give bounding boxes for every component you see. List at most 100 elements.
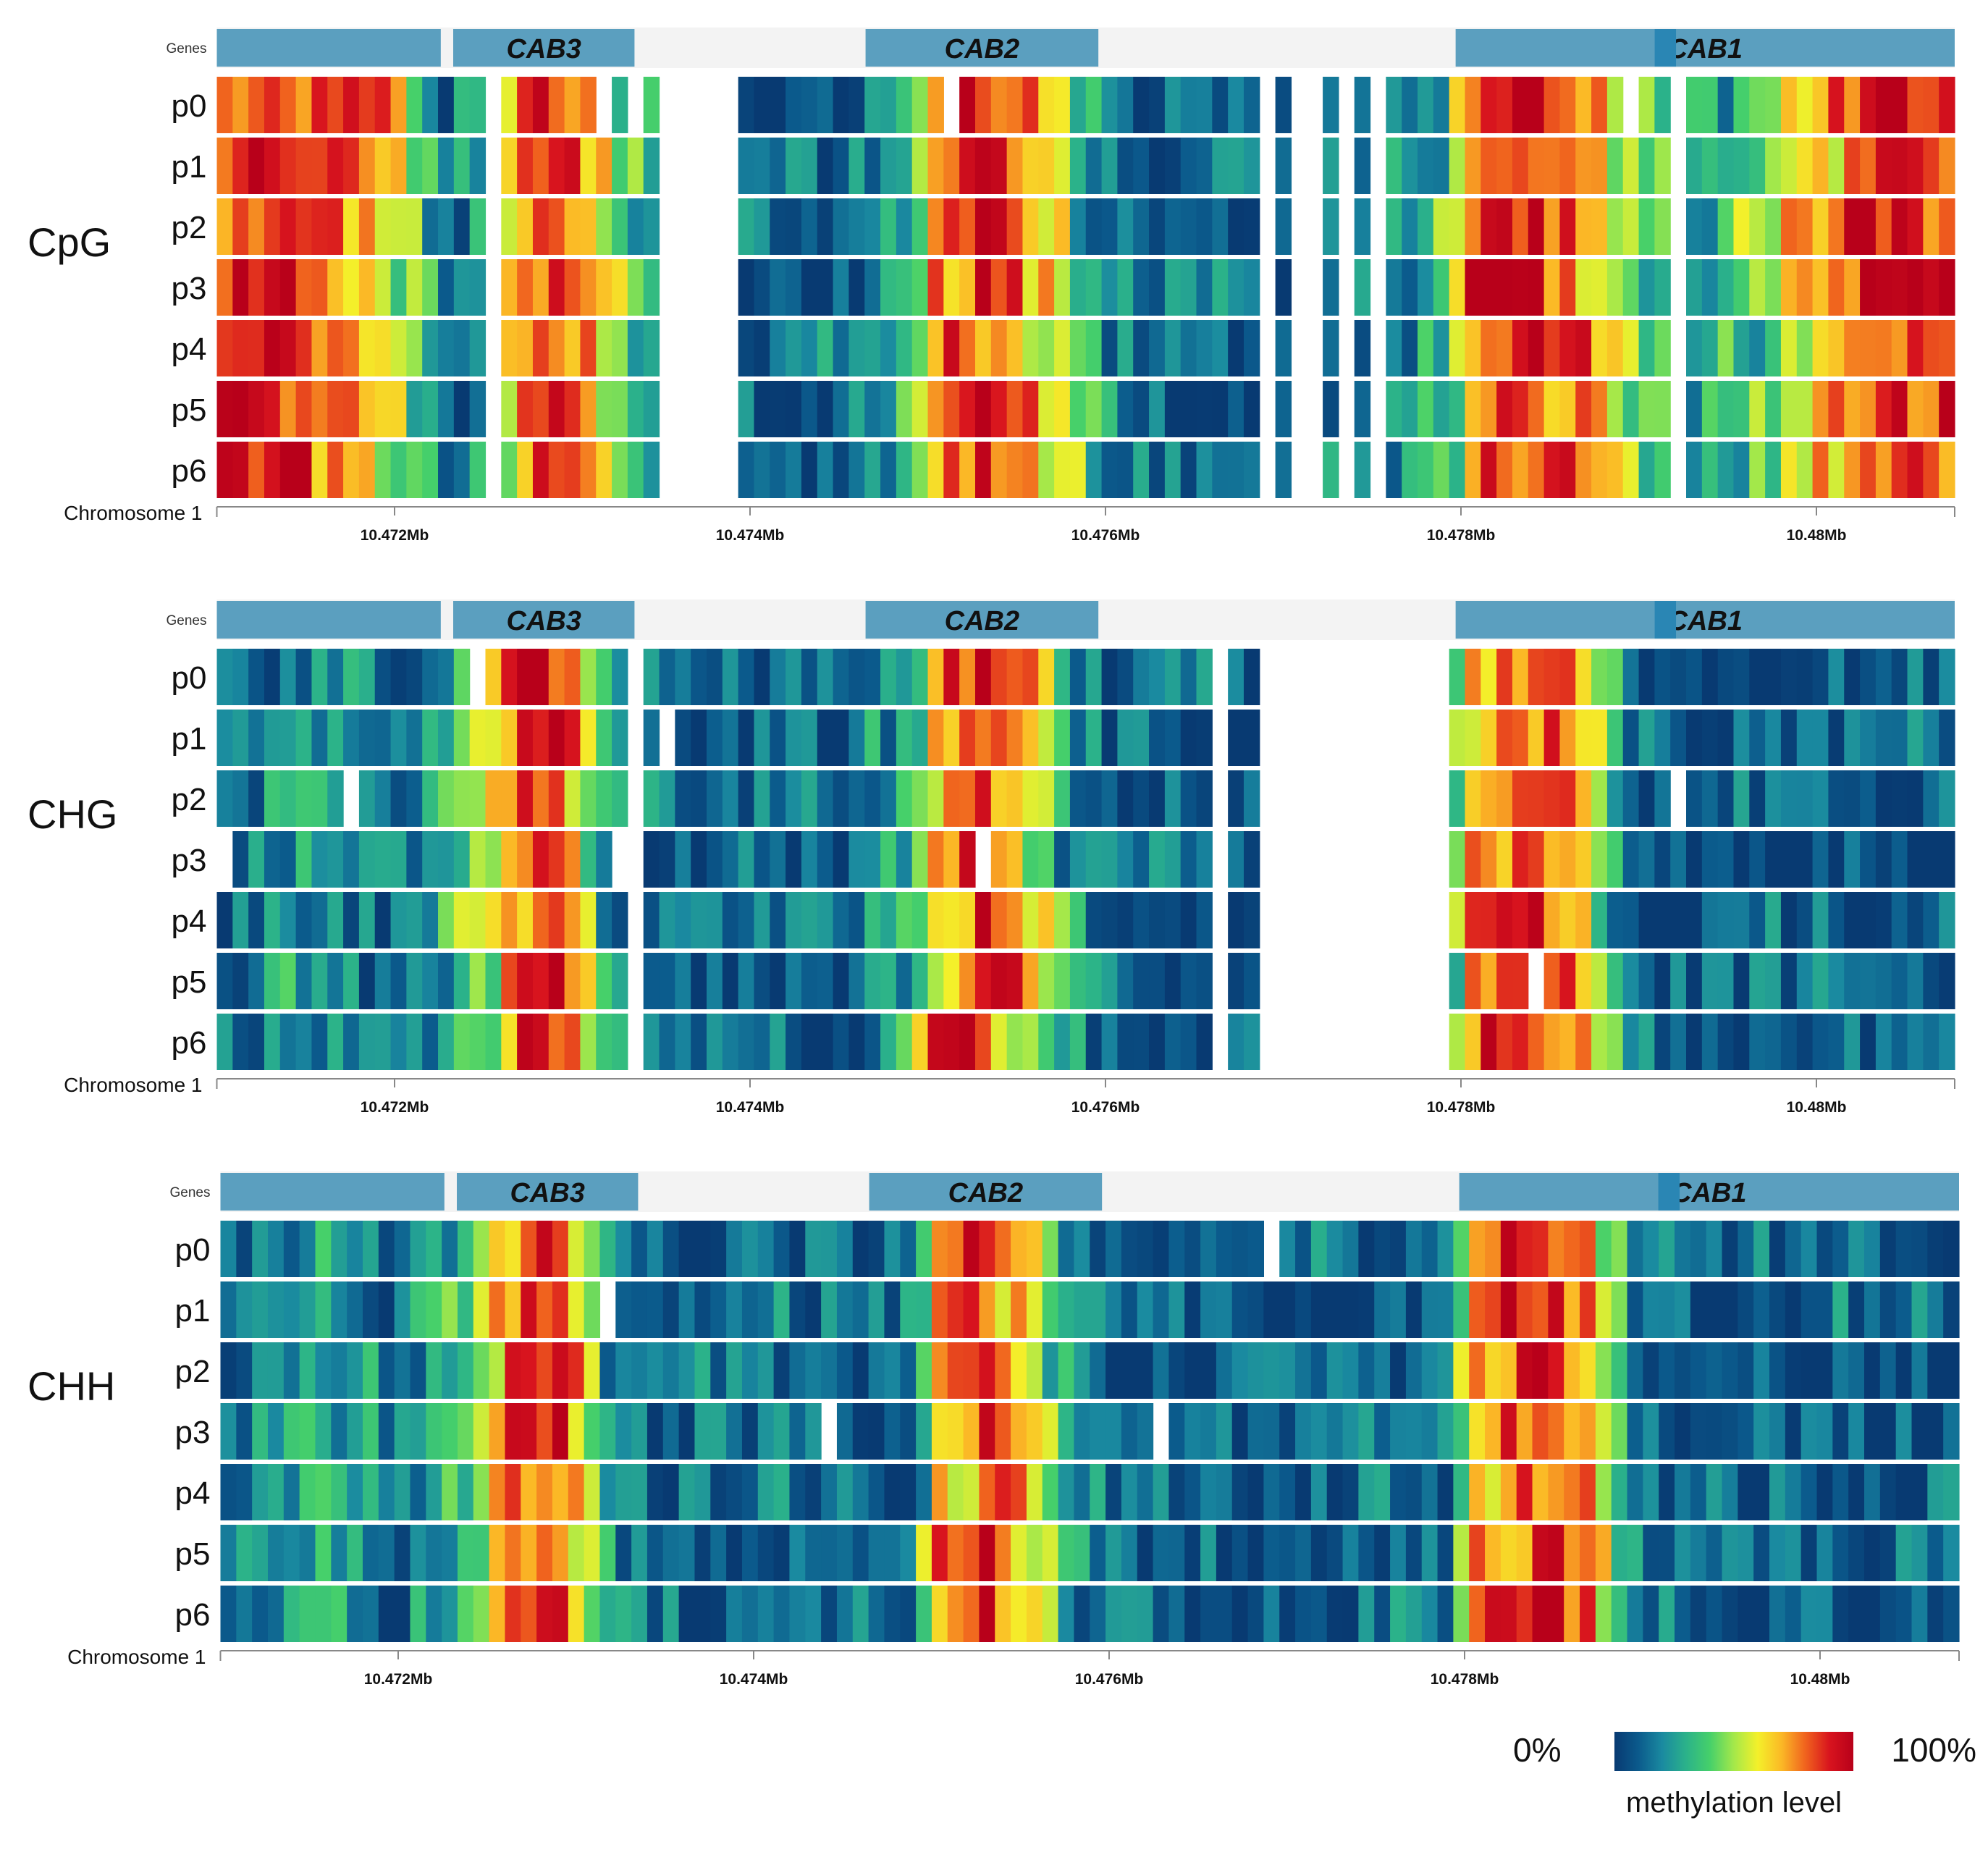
heatmap-cell xyxy=(864,381,881,437)
heatmap-cell xyxy=(358,259,376,316)
heatmap-cell xyxy=(1402,442,1418,498)
heatmap-cell xyxy=(1879,1525,1897,1581)
heatmap-cell xyxy=(596,1014,612,1070)
heatmap-cell xyxy=(927,831,944,888)
heatmap-cell xyxy=(1749,77,1766,133)
heatmap-cell xyxy=(1465,892,1481,948)
heatmap-cell xyxy=(631,1403,648,1460)
heatmap-cell xyxy=(1469,1403,1486,1460)
heatmap-cell xyxy=(785,138,802,194)
heatmap-cell xyxy=(438,442,455,498)
heatmap-cell xyxy=(1528,259,1545,316)
heatmap-cell xyxy=(1654,442,1671,498)
heatmap-cell xyxy=(817,320,834,376)
heatmap-cell xyxy=(1295,1221,1312,1277)
heatmap-cell xyxy=(469,831,487,888)
heatmap-cell xyxy=(426,1403,442,1460)
heatmap-cell xyxy=(1069,442,1087,498)
heatmap-cell xyxy=(358,442,376,498)
heatmap-cell xyxy=(521,1464,537,1520)
heatmap-cell xyxy=(1753,1342,1770,1399)
heatmap-cell xyxy=(1543,770,1561,827)
heatmap-cell xyxy=(1137,1525,1154,1581)
heatmap-cell xyxy=(584,1281,601,1338)
heatmap-cell xyxy=(1816,1586,1833,1642)
heatmap-cell xyxy=(410,1464,426,1520)
heatmap-cell xyxy=(1832,1281,1849,1338)
heatmap-cell xyxy=(1860,892,1877,948)
heatmap-cell xyxy=(1765,892,1782,948)
heatmap-cell xyxy=(358,320,376,376)
heatmap-cell xyxy=(1449,77,1466,133)
heatmap-cell xyxy=(406,953,423,1009)
heatmap-cell xyxy=(1054,892,1071,948)
heatmap-row-p5: p5 xyxy=(172,953,1955,1009)
heatmap-cell xyxy=(584,1525,601,1581)
heatmap-cell xyxy=(1701,442,1719,498)
heatmap-cell xyxy=(1686,138,1703,194)
heatmap-cell xyxy=(453,442,471,498)
heatmap-cell xyxy=(1228,892,1244,948)
heatmap-cell xyxy=(564,892,581,948)
heatmap-cell xyxy=(220,1586,237,1642)
row-label-p6: p6 xyxy=(175,1597,211,1633)
heatmap-cell xyxy=(315,1525,332,1581)
heatmap-cell xyxy=(232,198,249,255)
heatmap-cell xyxy=(947,1342,964,1399)
heatmap-cell xyxy=(1675,1281,1691,1338)
heatmap-cell xyxy=(959,320,976,376)
heatmap-cell xyxy=(1390,1342,1407,1399)
heatmap-cell xyxy=(1670,649,1687,705)
heatmap-cell xyxy=(501,892,518,948)
heatmap-cell xyxy=(1054,831,1071,888)
heatmap-cell xyxy=(1022,442,1039,498)
heatmap-row-p6: p6 xyxy=(172,442,1955,498)
heatmap-cell xyxy=(1638,198,1655,255)
heatmap-cell xyxy=(979,1221,995,1277)
heatmap-cell xyxy=(1512,381,1529,437)
heatmap-cell xyxy=(1717,649,1735,705)
heatmap-cell xyxy=(1543,649,1561,705)
heatmap-cell xyxy=(1559,892,1576,948)
heatmap-cell xyxy=(1939,259,1955,316)
heatmap-cell xyxy=(327,259,344,316)
heatmap-cell xyxy=(1606,770,1624,827)
heatmap-cell xyxy=(1575,649,1592,705)
heatmap-cell xyxy=(248,138,265,194)
heatmap-cell xyxy=(1069,259,1087,316)
x-axis-tick-label: 10.474Mb xyxy=(720,1671,788,1688)
heatmap-cell xyxy=(1512,649,1529,705)
row-label-p3: p3 xyxy=(175,1415,211,1450)
heatmap-cell xyxy=(422,710,439,766)
heatmap-cell xyxy=(1512,710,1529,766)
heatmap-cell xyxy=(785,831,802,888)
heatmap-cell xyxy=(785,953,802,1009)
heatmap-cell xyxy=(283,1221,300,1277)
heatmap-cell xyxy=(1543,77,1561,133)
heatmap-cell xyxy=(1196,649,1213,705)
heatmap-cell xyxy=(1812,138,1829,194)
heatmap-cell xyxy=(627,259,644,316)
heatmap-cell xyxy=(1606,381,1624,437)
heatmap-cell xyxy=(1606,649,1624,705)
heatmap-cell xyxy=(896,710,913,766)
heatmap-cell xyxy=(833,320,850,376)
gene-label-cab2: CAB2 xyxy=(945,606,1019,636)
heatmap-cell xyxy=(580,259,597,316)
heatmap-cell xyxy=(1686,320,1703,376)
x-axis-tick-label: 10.472Mb xyxy=(361,527,429,544)
heatmap-cell xyxy=(394,1464,411,1520)
heatmap-cell xyxy=(1117,710,1134,766)
heatmap-cell xyxy=(1105,1403,1122,1460)
heatmap-cell xyxy=(1780,259,1798,316)
heatmap-cell xyxy=(1780,381,1798,437)
heatmap-cell xyxy=(1469,1525,1486,1581)
heatmap-cell xyxy=(691,831,707,888)
heatmap-cell xyxy=(1485,1342,1501,1399)
heatmap-cell xyxy=(1701,138,1719,194)
heatmap-cell xyxy=(864,320,881,376)
heatmap-cell xyxy=(1418,320,1434,376)
heatmap-cell xyxy=(390,831,407,888)
heatmap-cell xyxy=(548,1014,565,1070)
heatmap-row-p1: p1 xyxy=(172,138,1955,194)
